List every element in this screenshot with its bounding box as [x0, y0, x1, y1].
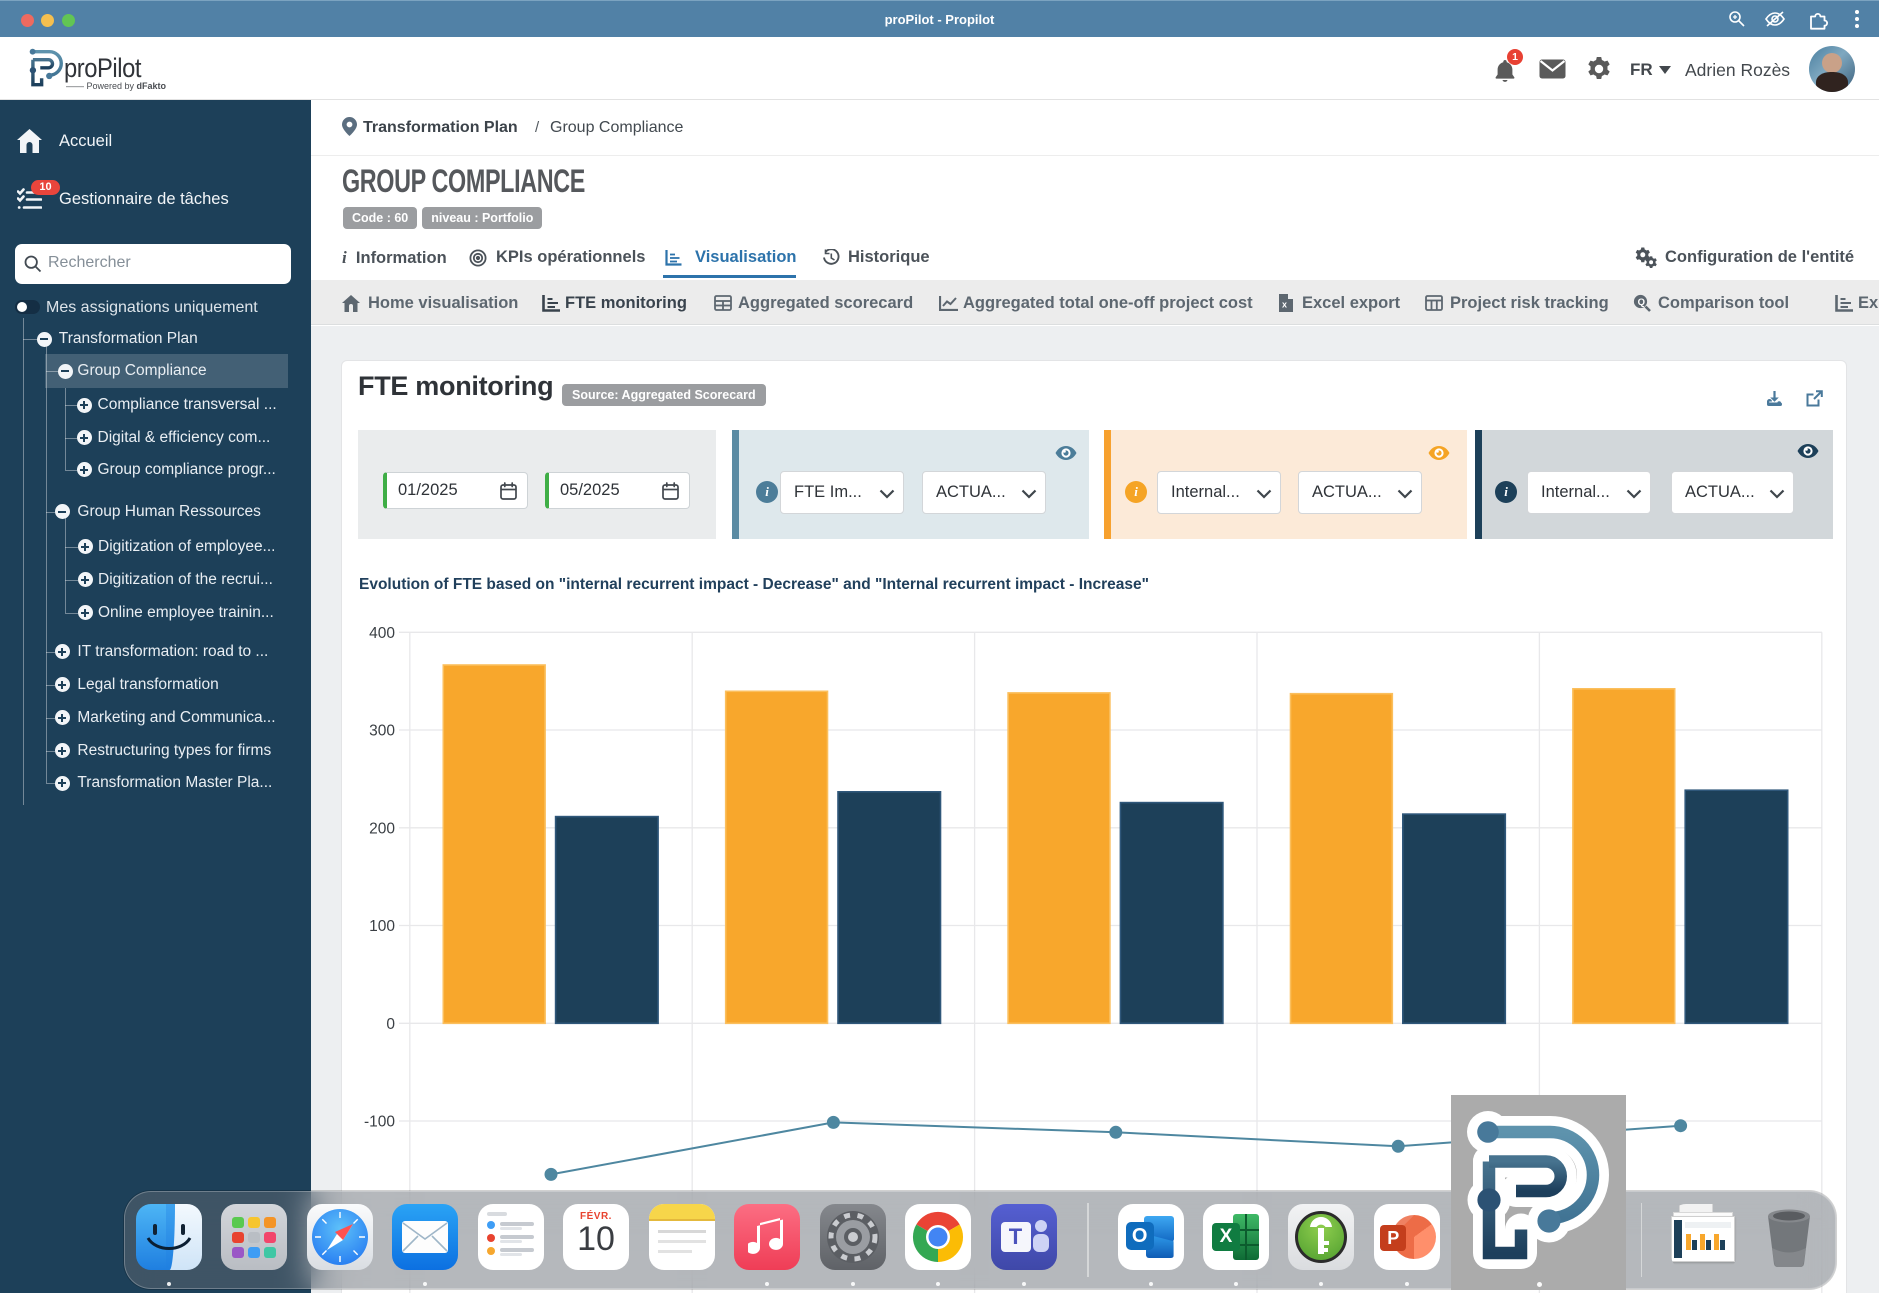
svg-text:100: 100: [369, 918, 395, 935]
svg-text:0: 0: [386, 1016, 395, 1033]
svg-text:400: 400: [369, 625, 395, 642]
svg-text:300: 300: [369, 723, 395, 740]
svg-text:-100: -100: [364, 1114, 395, 1131]
svg-text:x: x: [1282, 300, 1287, 310]
svg-text:Q: Q: [1638, 297, 1645, 308]
svg-text:200: 200: [369, 820, 395, 837]
